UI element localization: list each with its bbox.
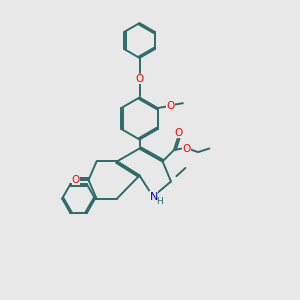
Text: O: O: [135, 74, 144, 84]
Text: O: O: [166, 100, 174, 111]
Text: O: O: [174, 128, 183, 138]
Text: N: N: [149, 191, 158, 202]
Text: O: O: [182, 143, 191, 154]
Text: H: H: [156, 197, 163, 206]
Text: O: O: [72, 175, 80, 185]
